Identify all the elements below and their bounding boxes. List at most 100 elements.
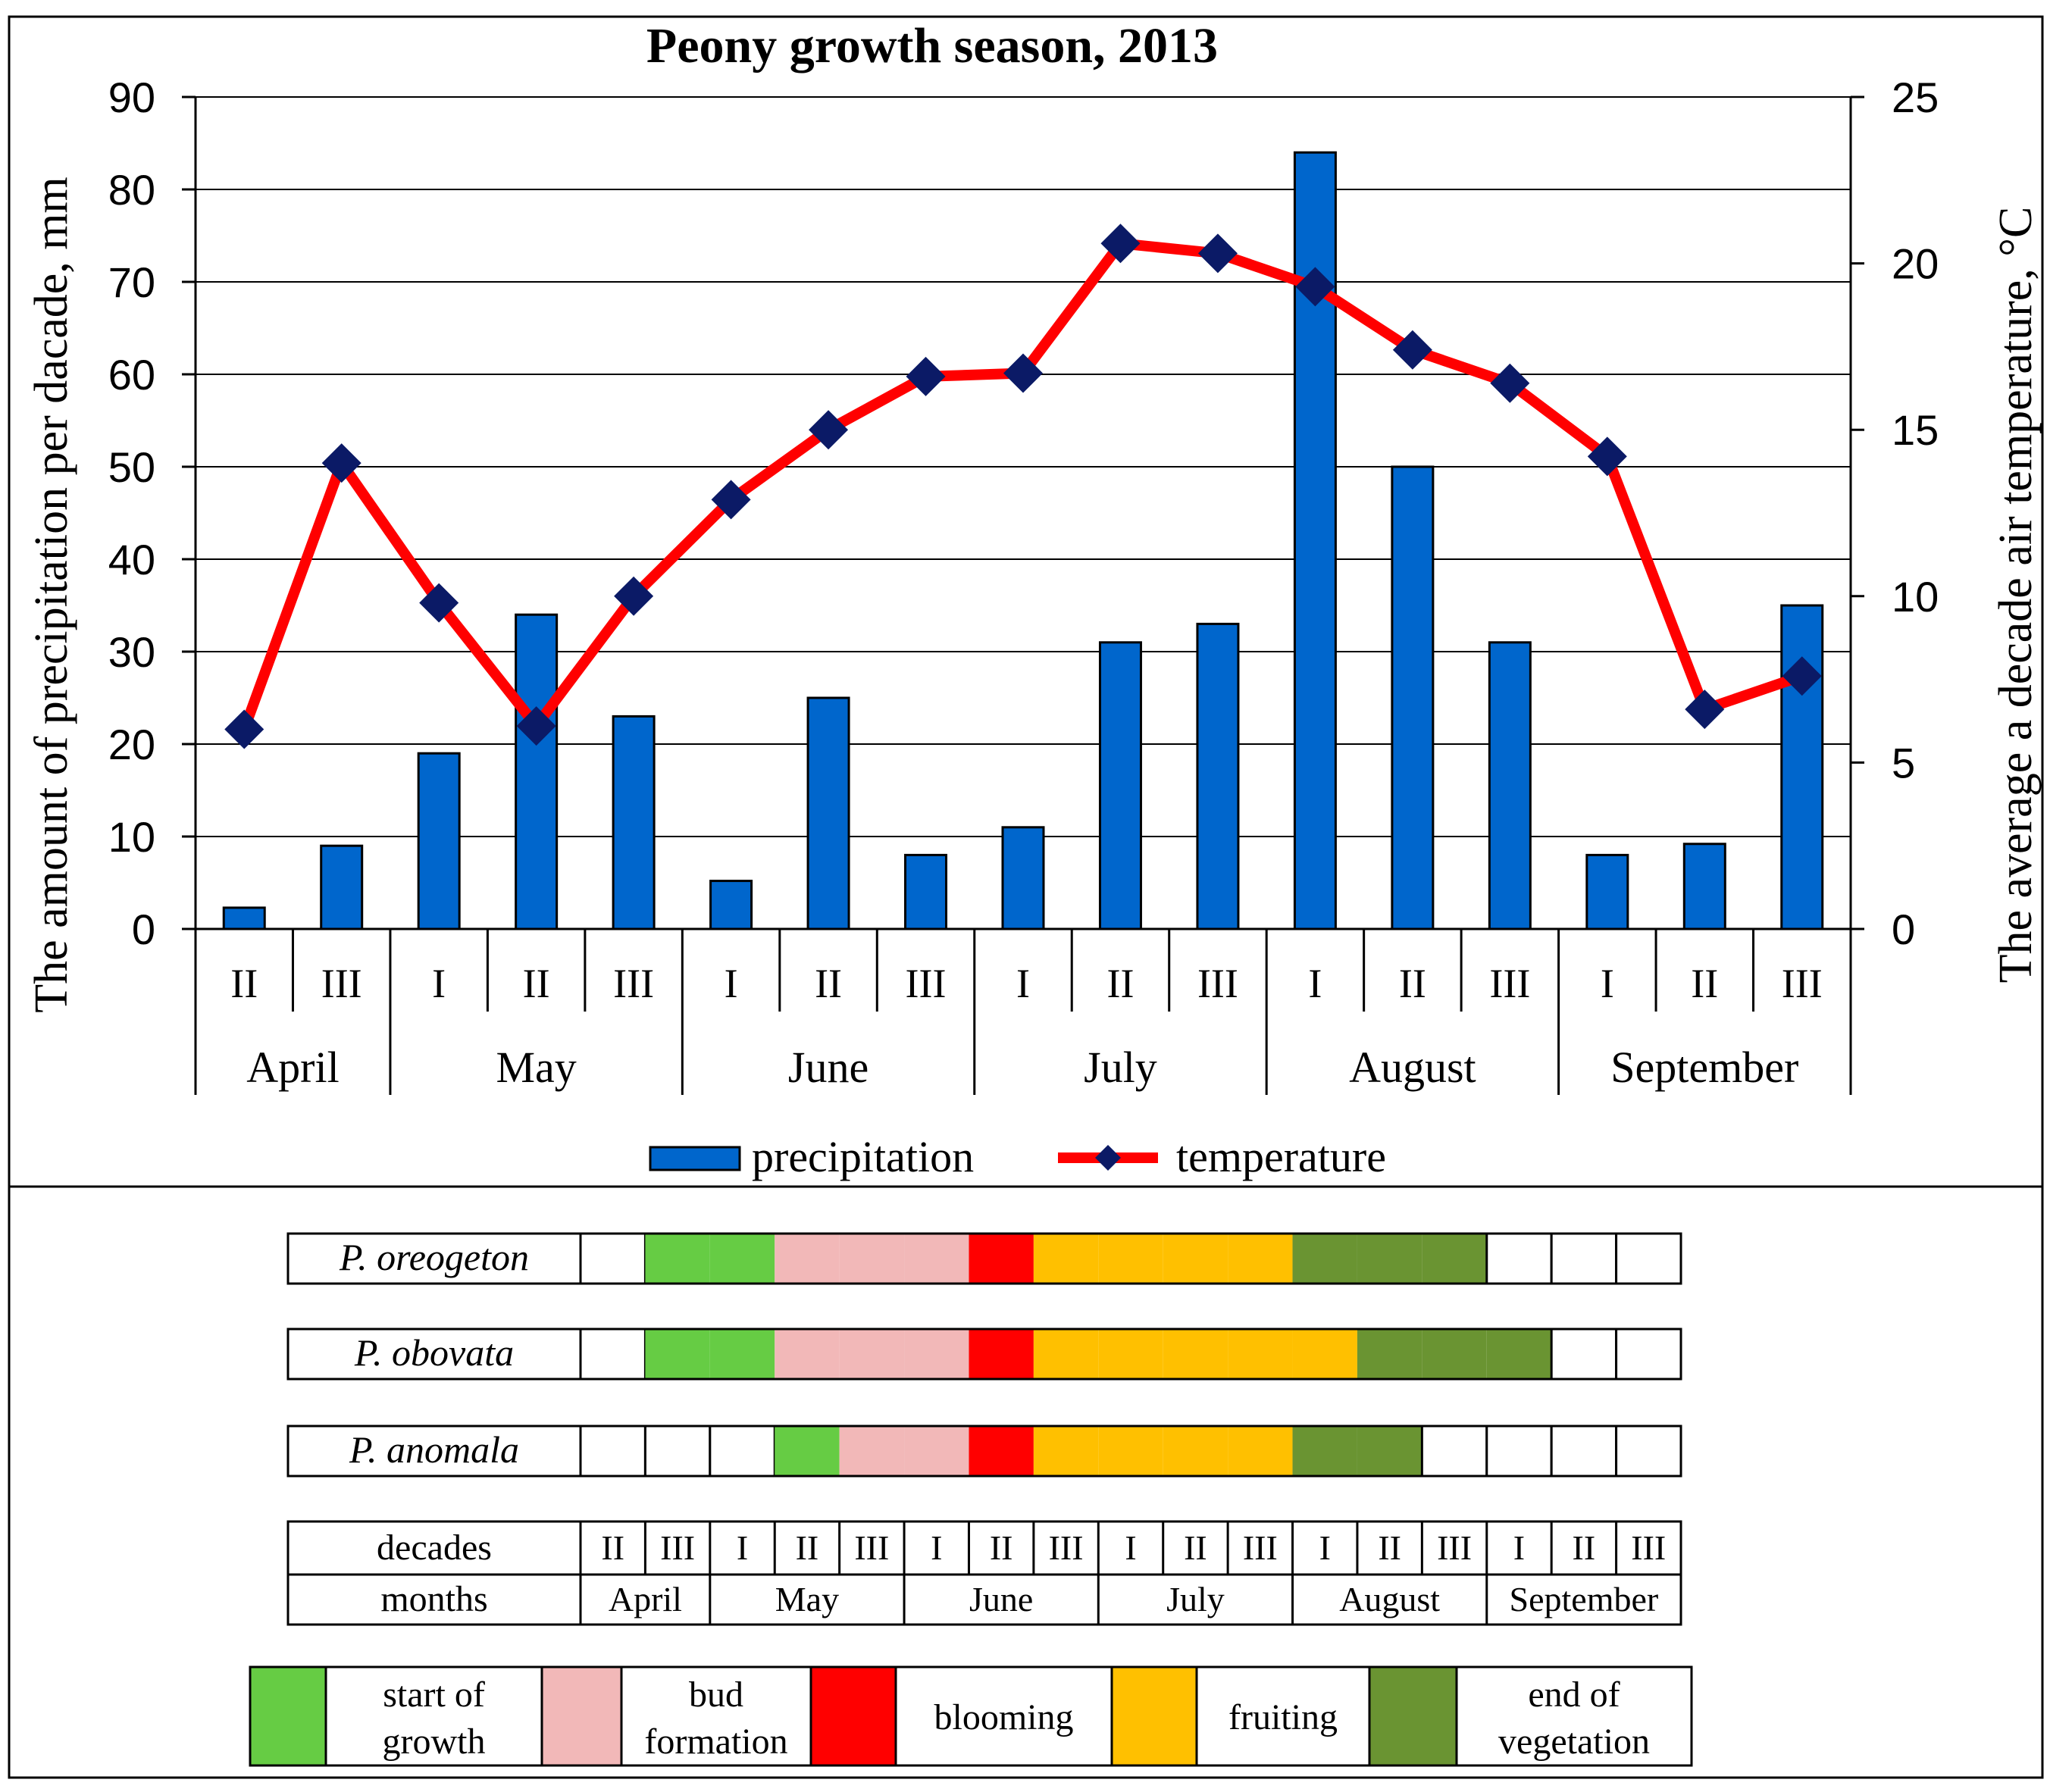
temperature-point xyxy=(809,410,849,450)
phase-cell xyxy=(839,1329,905,1379)
decade-label: III xyxy=(613,961,654,1006)
y-axis-left-label: The amount of precipitation per dacade, … xyxy=(26,177,77,1013)
phase-legend-swatch xyxy=(1368,1665,1458,1767)
y-left-tick-label: 0 xyxy=(132,905,155,953)
decade-label: II xyxy=(230,961,258,1006)
phase-cell xyxy=(1033,1329,1099,1379)
month-label: July xyxy=(1084,1043,1157,1092)
phase-legend-swatch xyxy=(540,1665,623,1767)
phase-cell xyxy=(579,1425,646,1478)
decade-label: I xyxy=(1601,961,1614,1006)
phase-cell xyxy=(1615,1232,1682,1285)
precipitation-bar xyxy=(709,880,753,930)
species-name: P. obovata xyxy=(354,1331,514,1374)
y-left-tick-label: 60 xyxy=(108,351,155,399)
chart-frame xyxy=(8,15,2044,1188)
decade-label: III xyxy=(1782,961,1823,1006)
phase-cell xyxy=(1292,1234,1357,1284)
temperature-point xyxy=(1295,267,1335,307)
precipitation-bar xyxy=(515,613,559,930)
phase-legend-swatch xyxy=(249,1665,327,1767)
gridlines xyxy=(196,96,1851,837)
calendar-decade-label: II xyxy=(990,1528,1013,1567)
calendar-decade-label: III xyxy=(1631,1528,1666,1567)
phase-cell xyxy=(579,1328,646,1381)
phase-legend-swatch xyxy=(809,1665,897,1767)
decade-label: III xyxy=(1489,961,1530,1006)
decade-label: III xyxy=(906,961,947,1006)
calendar-decade-label: III xyxy=(1049,1528,1084,1567)
calendar-decade-label: II xyxy=(601,1528,624,1567)
precipitation-bar xyxy=(417,752,461,930)
phase-cell xyxy=(775,1329,840,1379)
precipitation-bar xyxy=(1196,622,1240,930)
y-right-tick-label: 25 xyxy=(1892,73,1939,121)
month-label: April xyxy=(246,1043,339,1092)
temperature-point xyxy=(614,576,654,616)
decade-label: I xyxy=(725,961,738,1006)
temperature-point xyxy=(516,706,556,746)
phase-cell xyxy=(643,1425,712,1478)
species-row-border xyxy=(286,1328,1682,1381)
phenology-frame xyxy=(8,1185,2044,1779)
calendar-table-border xyxy=(286,1520,1682,1626)
phase-cell xyxy=(709,1234,775,1284)
calendar-month-label: July xyxy=(1166,1580,1225,1618)
phase-legend-label: growth xyxy=(383,1722,486,1762)
phase-cell xyxy=(1485,1425,1553,1478)
calendar-month-label: May xyxy=(775,1580,839,1618)
y-axis-left-ticks: 0 10 20 30 40 50 60 70 80 90 xyxy=(108,73,155,953)
phase-cell xyxy=(1486,1329,1552,1379)
phase-cell xyxy=(969,1426,1034,1476)
decades-row-label: decades xyxy=(377,1528,492,1568)
precipitation-bar xyxy=(1780,604,1824,930)
calendar-decade-label: I xyxy=(737,1528,748,1567)
calendar-decade-label: I xyxy=(931,1528,942,1567)
precipitation-bar xyxy=(1488,641,1532,930)
calendar-month-label: August xyxy=(1339,1580,1440,1618)
phase-cell xyxy=(969,1329,1034,1379)
month-label: May xyxy=(496,1043,576,1092)
calendar-decade-label: II xyxy=(1184,1528,1207,1567)
phase-cell xyxy=(1228,1426,1293,1476)
temperature-point xyxy=(1392,330,1432,370)
decade-label: II xyxy=(523,961,550,1006)
phenology-table: P. oreogeton P. obovata P. anomala decades m… xyxy=(286,1232,1682,1626)
phase-cell xyxy=(1292,1426,1357,1476)
y-right-tick-label: 15 xyxy=(1892,406,1939,454)
phase-cell xyxy=(1228,1234,1293,1284)
calendar-decade-label: III xyxy=(854,1528,889,1567)
phase-legend-label: formation xyxy=(644,1722,787,1762)
legend-precipitation-label: precipitation xyxy=(752,1132,974,1181)
chart-legend: precipitation temperature xyxy=(649,1132,1386,1181)
phenology-legend: start of growth bud formation blooming fruiti… xyxy=(249,1665,1693,1767)
axes xyxy=(182,95,1864,930)
calendar-month-label: June xyxy=(969,1580,1033,1618)
y-right-tick-label: 5 xyxy=(1892,739,1915,787)
x-axis-categories: II III I II III I II III I II III I II III I II IIIApril… xyxy=(194,929,1852,1095)
species-label-cell xyxy=(286,1232,582,1285)
phase-cell xyxy=(1033,1234,1099,1284)
species-row-border xyxy=(286,1425,1682,1478)
decade-label: I xyxy=(432,961,446,1006)
legend-temperature-marker xyxy=(1095,1145,1121,1171)
month-label: June xyxy=(788,1043,869,1092)
phase-cell xyxy=(904,1234,969,1284)
phase-cell xyxy=(1615,1425,1682,1478)
temperature-point xyxy=(1782,656,1822,696)
y-left-tick-label: 10 xyxy=(108,813,155,861)
precipitation-bar xyxy=(612,715,656,930)
temperature-point xyxy=(321,443,361,483)
y-axis-right-label: The average a decade air temperature, °C xyxy=(1990,207,2042,984)
phase-legend-label: end of xyxy=(1528,1675,1620,1715)
calendar-decade-label: III xyxy=(660,1528,695,1567)
phase-cell xyxy=(839,1234,905,1284)
phase-cell xyxy=(1485,1232,1553,1285)
temperature-point xyxy=(1587,436,1627,477)
phase-cell xyxy=(1550,1328,1618,1381)
decade-label: I xyxy=(1308,961,1322,1006)
phase-legend-label: start of xyxy=(383,1675,485,1715)
precipitation-bars xyxy=(222,151,1824,930)
decade-label: II xyxy=(1106,961,1134,1006)
